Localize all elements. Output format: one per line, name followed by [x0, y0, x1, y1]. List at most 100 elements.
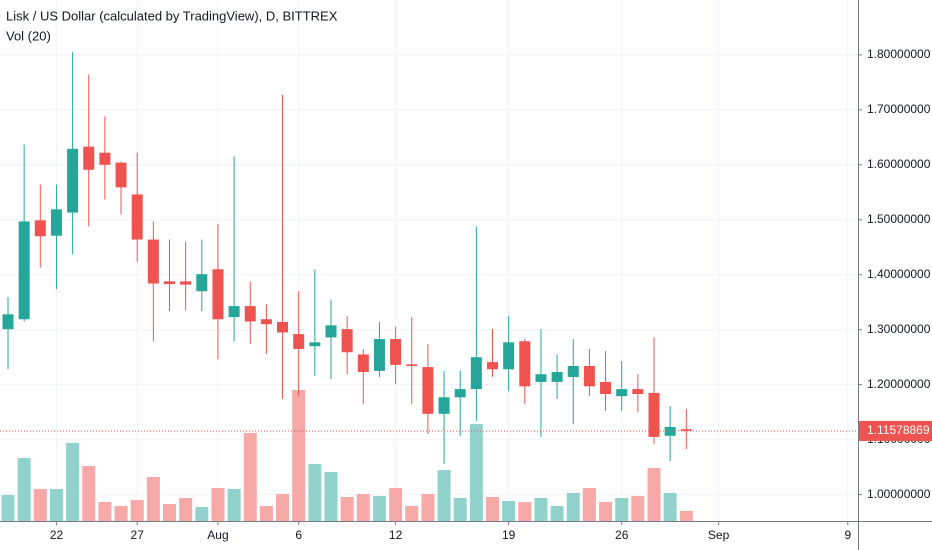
- x-tick-label: Sep: [708, 528, 730, 542]
- volume-bar: [49, 489, 63, 521]
- candle-body: [309, 342, 321, 347]
- y-tick-label: 1.30000000: [867, 322, 931, 336]
- volume-bar: [340, 497, 354, 521]
- candle-body: [390, 339, 402, 365]
- axis: 1.000000001.100000001.200000001.30000000…: [50, 47, 932, 542]
- volume-bar: [98, 502, 112, 521]
- volume-bar: [550, 506, 564, 521]
- volume-bar: [389, 488, 403, 521]
- x-tick-label: 12: [389, 528, 403, 542]
- x-tick-label: 9: [844, 528, 851, 542]
- candle-body: [503, 342, 515, 370]
- candle-body: [50, 209, 62, 236]
- candle-body: [422, 367, 434, 414]
- candle-body: [664, 427, 676, 436]
- candle-body: [373, 339, 385, 371]
- volume-bar: [211, 488, 225, 521]
- candle-body: [244, 306, 256, 322]
- candle-body: [115, 162, 127, 188]
- candle-body: [438, 397, 450, 414]
- volume-bar: [421, 494, 435, 521]
- candle-body: [487, 362, 498, 370]
- candle-body: [583, 365, 595, 387]
- x-tick-label: 26: [615, 528, 629, 542]
- volume-bar: [469, 424, 483, 521]
- candle-body: [67, 148, 79, 213]
- candle-body: [680, 429, 692, 431]
- x-tick-label: 22: [50, 528, 64, 542]
- volume-bar: [308, 464, 322, 521]
- volume-bar: [66, 443, 80, 521]
- volume-bar: [599, 502, 613, 521]
- y-tick-label: 1.50000000: [867, 212, 931, 226]
- volume-bar: [453, 498, 467, 521]
- candle-body: [196, 274, 208, 292]
- volume-bar: [534, 498, 548, 521]
- volume-bar: [114, 506, 128, 521]
- last-price-box: [859, 420, 932, 441]
- x-tick-label: 19: [502, 528, 516, 542]
- y-tick-label: 1.70000000: [867, 102, 931, 116]
- volume-bar: [582, 488, 596, 521]
- candle-body: [567, 365, 579, 377]
- candle-body: [406, 364, 418, 366]
- volume-title: Vol (20): [6, 28, 51, 43]
- volume-bar: [1, 495, 15, 521]
- volume-bar: [17, 458, 31, 521]
- candle-body: [648, 392, 660, 437]
- candle-body: [293, 334, 305, 349]
- volume-bar: [405, 506, 419, 521]
- volume-bar: [130, 500, 144, 521]
- candle-body: [34, 220, 46, 237]
- x-tick-label: 6: [295, 528, 302, 542]
- volume-bar: [631, 496, 645, 521]
- candle-body: [277, 322, 289, 333]
- last-price-label: 1.11578869: [867, 423, 930, 437]
- volume-bar: [146, 477, 160, 521]
- volume-bar: [679, 511, 693, 521]
- volume-bar: [615, 498, 629, 521]
- candle-body: [616, 389, 628, 397]
- candle-body: [164, 281, 175, 285]
- volume-bar: [259, 506, 273, 521]
- candle-body: [470, 357, 482, 390]
- candle-body: [632, 389, 644, 395]
- volume-bar: [356, 494, 370, 521]
- plot: [0, 52, 858, 521]
- volume-bar: [663, 493, 677, 521]
- y-tick-label: 1.20000000: [867, 377, 931, 391]
- volume-bar: [179, 498, 193, 521]
- volume-bar: [502, 501, 516, 521]
- candle-body: [519, 341, 531, 387]
- volume-bar: [486, 497, 499, 521]
- y-tick-label: 1.40000000: [867, 267, 931, 281]
- volume-bar: [82, 466, 96, 521]
- candle-body: [2, 314, 14, 330]
- volume-bar: [33, 489, 47, 521]
- y-tick-label: 1.60000000: [867, 157, 931, 171]
- candle-body: [357, 354, 369, 373]
- candle-body: [180, 281, 192, 285]
- volume-bar: [163, 504, 176, 521]
- chart-title: Lisk / US Dollar (calculated by TradingV…: [6, 8, 338, 23]
- candle-body: [18, 221, 30, 320]
- x-tick-label: 27: [131, 528, 145, 542]
- candle-body: [260, 319, 272, 325]
- volume-bar: [372, 496, 386, 521]
- volume-bar: [243, 433, 257, 521]
- candle-body: [99, 152, 111, 165]
- candle-body: [131, 194, 143, 240]
- candle-body: [83, 146, 95, 170]
- candle-body: [551, 372, 563, 382]
- y-tick-label: 1.80000000: [867, 47, 931, 61]
- candle-body: [600, 381, 612, 395]
- candle-body: [147, 239, 159, 284]
- candle-body: [454, 389, 466, 398]
- candle-body: [341, 329, 353, 353]
- volume-bar: [518, 502, 532, 521]
- volume-bar: [647, 468, 661, 521]
- candle-body: [325, 325, 337, 338]
- volume-bar: [227, 489, 241, 521]
- candle-body: [228, 306, 240, 318]
